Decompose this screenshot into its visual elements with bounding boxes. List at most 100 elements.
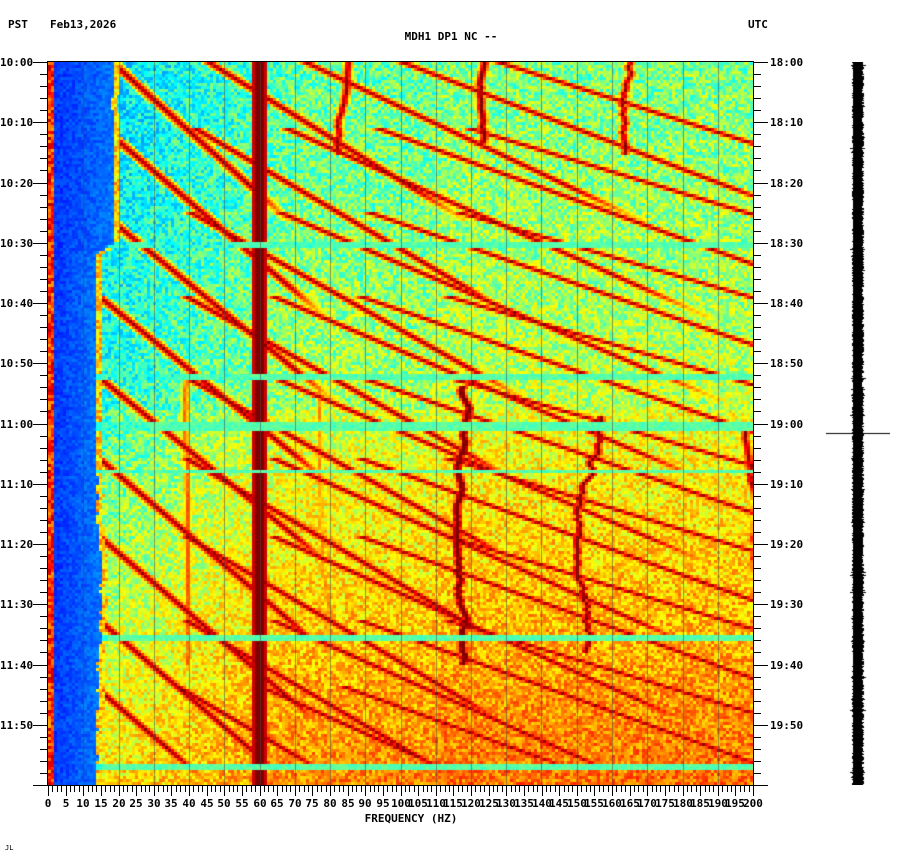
left-axis-minor-tick (40, 98, 48, 99)
frequency-major-tick (594, 786, 595, 796)
frequency-minor-tick (449, 786, 450, 792)
left-axis-major-tick (33, 424, 48, 425)
right-axis-minor-tick (753, 279, 761, 280)
frequency-minor-tick (202, 786, 203, 792)
frequency-minor-tick (57, 786, 58, 792)
frequency-minor-tick (616, 786, 617, 792)
left-axis-minor-tick (40, 158, 48, 159)
right-time-label: 18:50 (770, 357, 804, 370)
frequency-tick-label: 155 (584, 797, 604, 810)
frequency-minor-tick (334, 786, 335, 792)
left-axis-minor-tick (40, 761, 48, 762)
frequency-tick-label: 85 (341, 797, 355, 810)
frequency-tick-label: 75 (305, 797, 319, 810)
frequency-major-tick (471, 786, 472, 796)
left-time-label: 11:40 (0, 659, 34, 672)
frequency-minor-tick (110, 786, 111, 792)
left-axis-minor-tick (40, 231, 48, 232)
frequency-minor-tick (691, 786, 692, 792)
frequency-minor-tick (423, 786, 424, 792)
right-axis-minor-tick (753, 351, 761, 352)
left-axis-minor-tick (40, 399, 48, 400)
frequency-minor-tick (722, 786, 723, 792)
left-axis-minor-tick (40, 616, 48, 617)
frequency-minor-tick (273, 786, 274, 792)
frequency-tick-label: 150 (567, 797, 587, 810)
left-axis-minor-tick (40, 146, 48, 147)
left-axis-minor-tick (40, 375, 48, 376)
frequency-major-tick (506, 786, 507, 796)
frequency-major-tick (418, 786, 419, 796)
frequency-major-tick (542, 786, 543, 796)
frequency-minor-tick (519, 786, 520, 792)
frequency-major-tick (753, 786, 754, 796)
frequency-minor-tick (378, 786, 379, 792)
left-axis-minor-tick (40, 773, 48, 774)
frequency-minor-tick (167, 786, 168, 792)
frequency-minor-tick (352, 786, 353, 792)
left-axis-minor-tick (40, 652, 48, 653)
frequency-tick-label: 10 (76, 797, 90, 810)
left-axis-major-tick (33, 484, 48, 485)
frequency-tick-label: 120 (461, 797, 481, 810)
left-axis-minor-tick (40, 737, 48, 738)
frequency-tick-label: 60 (253, 797, 267, 810)
frequency-major-tick (401, 786, 402, 796)
right-axis-major-tick (753, 604, 768, 605)
frequency-minor-tick (427, 786, 428, 792)
right-axis-minor-tick (753, 616, 761, 617)
frequency-major-tick (260, 786, 261, 796)
right-axis-major-tick (753, 243, 768, 244)
frequency-tick-label: 65 (270, 797, 284, 810)
right-time-label: 18:00 (770, 56, 804, 69)
frequency-major-tick (171, 786, 172, 796)
frequency-major-tick (612, 786, 613, 796)
frequency-minor-tick (643, 786, 644, 792)
frequency-major-tick (136, 786, 137, 796)
right-axis-major-tick (753, 484, 768, 485)
frequency-minor-tick (308, 786, 309, 792)
frequency-minor-tick (475, 786, 476, 792)
left-axis-minor-tick (40, 592, 48, 593)
left-axis-minor-tick (40, 291, 48, 292)
left-axis-minor-tick (40, 460, 48, 461)
left-axis-minor-tick (40, 689, 48, 690)
right-axis-minor-tick (753, 737, 761, 738)
frequency-minor-tick (546, 786, 547, 792)
spectrogram-canvas[interactable] (48, 62, 753, 785)
frequency-minor-tick (467, 786, 468, 792)
right-axis-major-tick (753, 725, 768, 726)
frequency-tick-label: 135 (514, 797, 534, 810)
frequency-minor-tick (586, 786, 587, 792)
right-axis-minor-tick (753, 399, 761, 400)
right-axis-minor-tick (753, 496, 761, 497)
left-axis-minor-tick (40, 532, 48, 533)
frequency-tick-label: 170 (637, 797, 657, 810)
frequency-minor-tick (211, 786, 212, 792)
frequency-major-tick (577, 786, 578, 796)
right-axis-minor-tick (753, 556, 761, 557)
right-axis-minor-tick (753, 436, 761, 437)
frequency-tick-label: 175 (655, 797, 675, 810)
frequency-minor-tick (484, 786, 485, 792)
left-axis-minor-tick (40, 170, 48, 171)
frequency-minor-tick (502, 786, 503, 792)
frequency-major-tick (365, 786, 366, 796)
frequency-minor-tick (132, 786, 133, 792)
left-axis-minor-tick (40, 580, 48, 581)
left-axis-minor-tick (40, 713, 48, 714)
left-axis-minor-tick (40, 327, 48, 328)
frequency-major-tick (348, 786, 349, 796)
frequency-minor-tick (79, 786, 80, 792)
left-axis-minor-tick (40, 701, 48, 702)
frequency-minor-tick (652, 786, 653, 792)
frequency-major-tick (154, 786, 155, 796)
frequency-major-tick (189, 786, 190, 796)
frequency-minor-tick (572, 786, 573, 792)
frequency-major-tick (718, 786, 719, 796)
frequency-tick-label: 165 (620, 797, 640, 810)
frequency-minor-tick (564, 786, 565, 792)
right-axis-minor-tick (753, 411, 761, 412)
frequency-minor-tick (709, 786, 710, 792)
spectrogram-plot[interactable] (48, 62, 753, 785)
